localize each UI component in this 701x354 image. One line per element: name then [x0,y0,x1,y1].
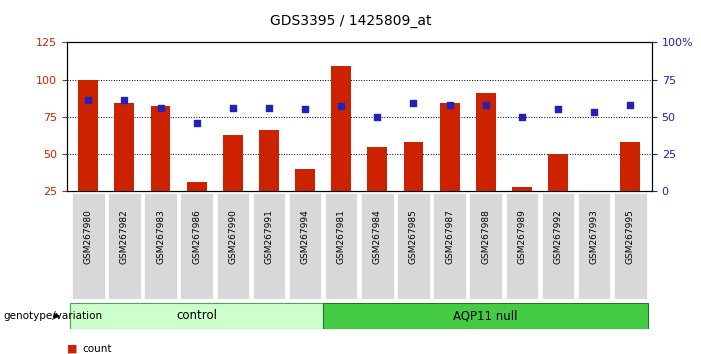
Bar [548,154,568,228]
Text: GSM267985: GSM267985 [409,209,418,264]
Point [155,105,166,111]
Text: AQP11 null: AQP11 null [454,309,518,322]
Point [480,102,491,108]
Point [227,105,238,111]
Text: count: count [82,344,111,354]
FancyBboxPatch shape [433,193,466,299]
Bar [79,80,98,228]
Text: ■: ■ [67,344,77,354]
Bar [259,130,279,228]
Point [552,107,564,112]
Bar [367,147,387,228]
Text: GSM267988: GSM267988 [481,209,490,264]
FancyBboxPatch shape [578,193,611,299]
Point [83,98,94,103]
Point [516,114,527,120]
Text: GSM267983: GSM267983 [156,209,165,264]
Bar [223,135,243,228]
Bar [620,142,640,228]
FancyBboxPatch shape [542,193,574,299]
Bar [332,66,351,228]
Bar [584,191,604,228]
FancyBboxPatch shape [323,303,648,329]
FancyBboxPatch shape [70,303,323,329]
Text: GSM267994: GSM267994 [301,209,310,264]
FancyBboxPatch shape [505,193,538,299]
FancyBboxPatch shape [180,193,213,299]
Point [336,104,347,109]
Bar [512,187,532,228]
FancyBboxPatch shape [144,193,177,299]
FancyBboxPatch shape [325,193,358,299]
Text: GSM267984: GSM267984 [373,209,382,264]
FancyBboxPatch shape [217,193,249,299]
FancyBboxPatch shape [397,193,430,299]
Point [191,120,203,126]
Bar [186,182,207,228]
Bar [295,169,315,228]
Text: GSM267992: GSM267992 [554,209,562,264]
Text: GDS3395 / 1425809_at: GDS3395 / 1425809_at [270,14,431,28]
Point [264,105,275,111]
Text: GSM267990: GSM267990 [229,209,238,264]
Text: GSM267993: GSM267993 [590,209,599,264]
Text: GSM267995: GSM267995 [626,209,634,264]
Point [372,114,383,120]
Bar [440,103,460,228]
Point [408,101,419,106]
Bar [114,103,135,228]
Text: GSM267989: GSM267989 [517,209,526,264]
FancyBboxPatch shape [470,193,502,299]
Point [118,98,130,103]
FancyBboxPatch shape [289,193,321,299]
Point [589,109,600,115]
Point [444,102,455,108]
FancyBboxPatch shape [252,193,285,299]
Text: GSM267982: GSM267982 [120,209,129,264]
Bar [476,93,496,228]
Text: GSM267981: GSM267981 [336,209,346,264]
Text: control: control [176,309,217,322]
Text: genotype/variation: genotype/variation [4,311,102,321]
FancyBboxPatch shape [108,193,141,299]
Text: GSM267986: GSM267986 [192,209,201,264]
FancyBboxPatch shape [361,193,393,299]
Text: GSM267987: GSM267987 [445,209,454,264]
FancyBboxPatch shape [614,193,646,299]
Point [625,102,636,108]
Text: GSM267980: GSM267980 [84,209,93,264]
Bar [151,107,170,228]
Text: GSM267991: GSM267991 [264,209,273,264]
FancyBboxPatch shape [72,193,104,299]
Point [299,107,311,112]
Bar [404,142,423,228]
